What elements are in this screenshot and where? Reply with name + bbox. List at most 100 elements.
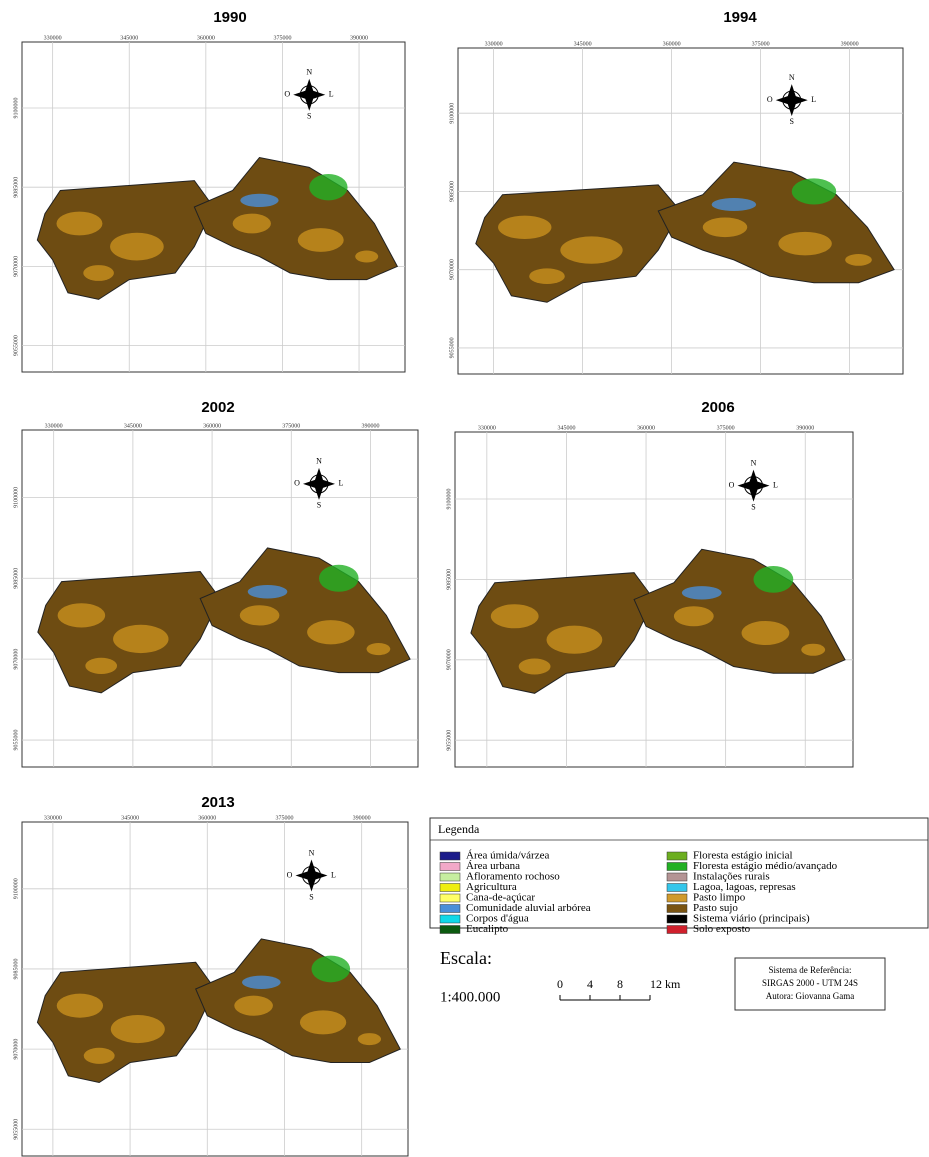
water-patch: [682, 586, 722, 599]
compass-label: N: [751, 458, 757, 467]
land-use-patch: [298, 228, 344, 252]
legend-swatch: [440, 905, 460, 913]
scale-ratio: 1:400.000: [440, 989, 500, 1005]
land-use-patch: [560, 236, 622, 263]
x-coordinate: 345000: [574, 41, 592, 47]
compass-label: O: [294, 479, 300, 488]
compass-label: S: [317, 501, 321, 510]
figure: 1990 330000 345000 360000 375000 390000 910000…: [0, 0, 929, 1157]
land-use-patch: [233, 214, 271, 234]
scale-tick-label: 4: [587, 977, 593, 991]
land-use-patch: [529, 268, 565, 284]
y-coordinate: 9085000: [13, 568, 19, 589]
compass-label: O: [287, 870, 293, 879]
compass-label: O: [767, 95, 773, 104]
compass-label: O: [284, 90, 290, 99]
compass-label: S: [307, 112, 311, 121]
legend-swatch: [440, 873, 460, 881]
x-coordinate: 360000: [663, 41, 681, 47]
x-coordinate: 345000: [121, 815, 139, 821]
page: 1990 330000 345000 360000 375000 390000 910000…: [0, 0, 929, 1157]
forest-patch: [312, 956, 351, 983]
compass-label: L: [811, 95, 816, 104]
water-patch: [240, 194, 278, 207]
y-coordinate: 9100000: [13, 487, 19, 508]
land-use-patch: [674, 606, 714, 626]
x-coordinate: 390000: [841, 41, 859, 47]
legend-swatch: [440, 863, 460, 871]
legend-swatch: [440, 915, 460, 923]
x-coordinate: 330000: [478, 425, 496, 431]
land-use-patch: [300, 1010, 346, 1034]
x-coordinate: 375000: [752, 41, 770, 47]
land-use-patch: [84, 1048, 115, 1064]
legend-swatch: [667, 894, 687, 902]
legend-swatch: [667, 852, 687, 860]
scale-tick-label: 12 km: [650, 977, 681, 991]
legend-label: Eucalipto: [466, 923, 509, 935]
land-use-patch: [307, 620, 355, 644]
panel-title: 1994: [723, 9, 757, 26]
x-coordinate: 345000: [120, 35, 138, 41]
land-use-patch: [491, 604, 539, 628]
y-coordinate: 9055000: [13, 335, 19, 356]
land-use-patch: [742, 621, 790, 645]
land-use-patch: [57, 994, 103, 1018]
y-coordinate: 9085000: [446, 569, 452, 590]
x-coordinate: 345000: [557, 425, 575, 431]
reference-line: Sistema de Referência:: [769, 965, 852, 975]
water-patch: [712, 198, 757, 211]
x-coordinate: 345000: [124, 423, 142, 429]
land-use-patch: [56, 212, 102, 236]
x-coordinate: 375000: [275, 815, 293, 821]
compass-label: N: [789, 73, 795, 82]
land-use-patch: [519, 658, 551, 674]
forest-patch: [309, 174, 347, 200]
land-use-patch: [358, 1033, 381, 1045]
compass-label: L: [773, 480, 778, 489]
y-coordinate: 9100000: [446, 489, 452, 510]
water-patch: [242, 976, 281, 989]
legend-swatch: [667, 873, 687, 881]
forest-patch: [792, 178, 837, 204]
reference-line: SIRGAS 2000 - UTM 24S: [762, 978, 858, 988]
panel-title: 2006: [701, 399, 734, 416]
y-coordinate: 9100000: [13, 878, 19, 899]
x-coordinate: 330000: [44, 35, 62, 41]
land-use-patch: [801, 644, 825, 656]
panel-title: 2002: [201, 399, 234, 416]
y-coordinate: 9070000: [446, 649, 452, 670]
x-coordinate: 330000: [45, 423, 63, 429]
forest-patch: [319, 565, 359, 592]
compass-label: S: [751, 502, 755, 511]
panel-title: 1990: [213, 9, 246, 26]
land-use-patch: [355, 251, 378, 263]
legend-swatch: [667, 926, 687, 934]
x-coordinate: 360000: [197, 35, 215, 41]
land-use-patch: [367, 643, 391, 655]
water-patch: [248, 585, 288, 598]
land-use-patch: [110, 233, 164, 261]
x-coordinate: 390000: [350, 35, 368, 41]
x-coordinate: 390000: [361, 423, 379, 429]
land-use-patch: [703, 218, 748, 238]
x-coordinate: 330000: [44, 815, 62, 821]
y-coordinate: 9100000: [449, 103, 455, 124]
y-coordinate: 9055000: [446, 730, 452, 751]
land-use-patch: [240, 605, 280, 625]
panel-title: 2013: [201, 794, 234, 811]
compass-label: L: [339, 479, 344, 488]
compass-label: N: [306, 68, 312, 77]
compass-label: L: [329, 90, 334, 99]
forest-patch: [754, 566, 794, 593]
y-coordinate: 9055000: [449, 337, 455, 358]
land-use-patch: [845, 254, 872, 266]
land-use-patch: [85, 658, 117, 674]
y-coordinate: 9085000: [13, 958, 19, 979]
compass-label: N: [316, 457, 322, 466]
legend-title: Legenda: [438, 822, 480, 836]
compass-label: N: [309, 848, 315, 857]
x-coordinate: 390000: [796, 425, 814, 431]
scale-tick-label: 8: [617, 977, 623, 991]
legend-swatch: [667, 884, 687, 892]
